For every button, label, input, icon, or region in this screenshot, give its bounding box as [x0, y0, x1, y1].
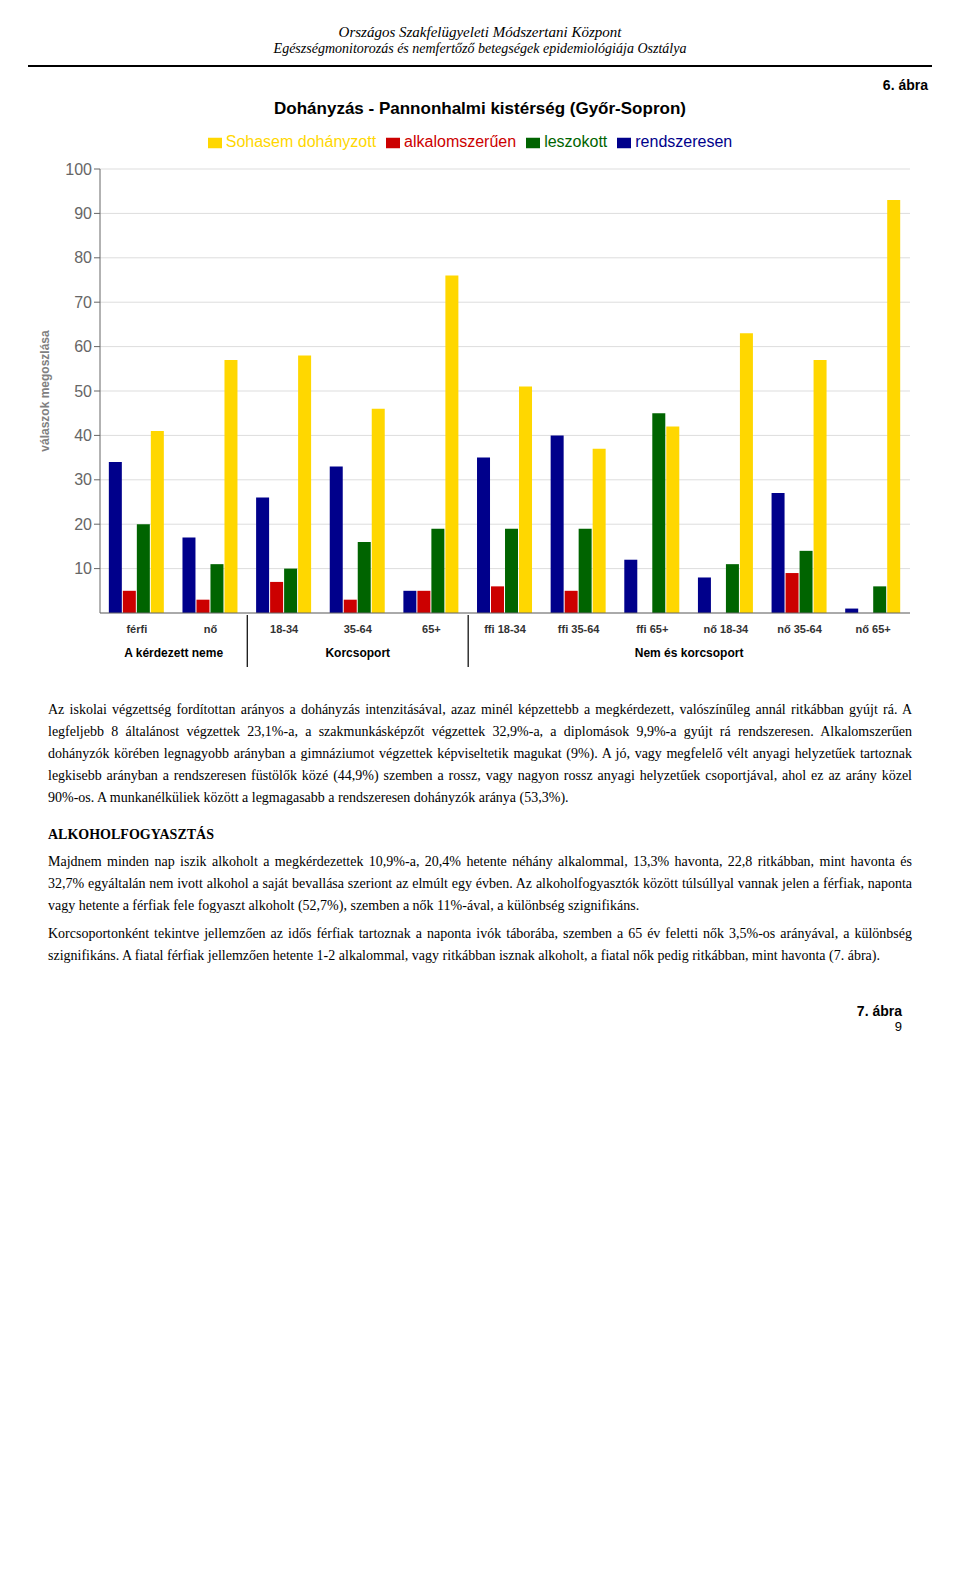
svg-text:60: 60 — [74, 338, 92, 355]
svg-text:A kérdezett neme: A kérdezett neme — [124, 646, 223, 660]
svg-text:10: 10 — [74, 560, 92, 577]
html-text:7. ábra: 7. ábra — [856, 1003, 902, 1019]
html-text:Egészségmonitorozás és nemfert: Egészségmonitorozás és nemfertőző betegs… — [273, 41, 687, 56]
svg-text:ffi 35-64: ffi 35-64 — [558, 623, 600, 635]
svg-text:20: 20 — [74, 516, 92, 533]
svg-text:70: 70 — [74, 294, 92, 311]
svg-text:65+: 65+ — [422, 623, 441, 635]
svg-text:50: 50 — [74, 383, 92, 400]
svg-text:nő 65+: nő 65+ — [856, 623, 891, 635]
html-text:leszokott: leszokott — [544, 133, 608, 150]
svg-text:nő 35-64: nő 35-64 — [777, 623, 823, 635]
svg-text:válaszok megoszlása: válaszok megoszlása — [38, 330, 52, 452]
svg-text:Nem és korcsoport: Nem és korcsoport — [635, 646, 744, 660]
html-text:rendszeresen: rendszeresen — [635, 133, 733, 150]
svg-text:Korcsoport: Korcsoport — [325, 646, 390, 660]
html-text:Majdnem minden nap iszik alkoh: Majdnem minden nap iszik alkoholt a megk… — [48, 854, 912, 913]
html-text:Korcsoportonként tekintve jell: Korcsoportonként tekintve jellemzően az … — [48, 926, 912, 963]
svg-text:30: 30 — [74, 471, 92, 488]
html-text:ALKOHOLFOGYASZTÁS: ALKOHOLFOGYASZTÁS — [48, 827, 214, 842]
svg-text:nő 18-34: nő 18-34 — [704, 623, 750, 635]
svg-text:80: 80 — [74, 249, 92, 266]
svg-text:35-64: 35-64 — [344, 623, 373, 635]
html-text:Sohasem dohányzott: Sohasem dohányzott — [225, 133, 377, 150]
svg-text:ffi 18-34: ffi 18-34 — [484, 623, 526, 635]
svg-text:férfi: férfi — [126, 623, 147, 635]
html-text:9: 9 — [894, 1019, 902, 1034]
svg-text:90: 90 — [74, 205, 92, 222]
svg-text:40: 40 — [74, 427, 92, 444]
svg-text:nő: nő — [204, 623, 218, 635]
html-text:6. ábra: 6. ábra — [882, 77, 928, 93]
svg-text:100: 100 — [65, 161, 92, 178]
html-text:Az iskolai végzettség fordítot: Az iskolai végzettség fordítottan arányo… — [48, 702, 912, 805]
svg-text:ffi 65+: ffi 65+ — [636, 623, 668, 635]
html-text:alkalomszerűen: alkalomszerűen — [404, 133, 517, 150]
html-text:Dohányzás - Pannonhalmi kistér: Dohányzás - Pannonhalmi kistérség (Győr-… — [274, 99, 686, 118]
html-text:Országos Szakfelügyeleti Módsz: Országos Szakfelügyeleti Módszertani Köz… — [338, 24, 622, 40]
svg-text:18-34: 18-34 — [270, 623, 299, 635]
